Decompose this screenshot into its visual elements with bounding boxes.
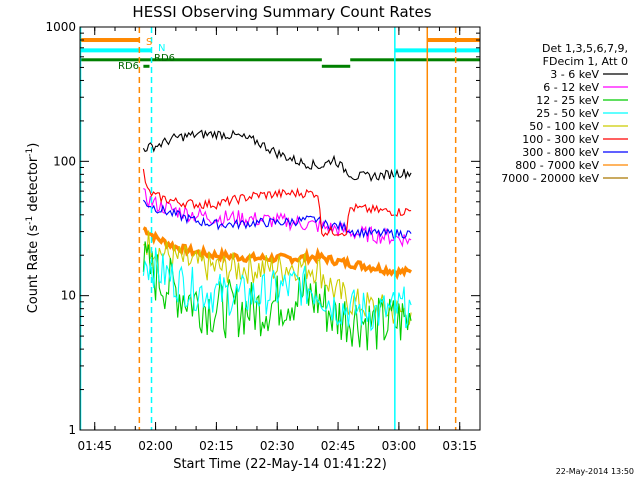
vertical-markers	[79, 27, 457, 430]
series-line	[142, 247, 412, 332]
y-tick-label: 1000	[45, 20, 76, 34]
y-tick-label: 10	[61, 289, 76, 303]
series-line	[142, 129, 412, 183]
legend-label: 6 - 12 keV	[543, 81, 599, 94]
chart-title: HESSI Observing Summary Count Rates	[132, 3, 431, 21]
y-axis-label: Count Rate (s-1 detector-1)	[25, 143, 41, 314]
legend: Det 1,3,5,6,7,9, FDecim 1, Att 0 3 - 6 k…	[501, 42, 628, 185]
series-group	[142, 129, 413, 351]
x-tick-label: 01:45	[77, 439, 112, 453]
x-tick-label: 03:15	[442, 439, 477, 453]
flag-bars	[80, 38, 480, 68]
flag-bar	[427, 38, 480, 43]
flag-bar	[350, 58, 480, 62]
x-tick-label: 02:15	[199, 439, 234, 453]
x-tick-label: 02:30	[260, 439, 295, 453]
legend-label: 7000 - 20000 keV	[501, 172, 599, 185]
flag-annotation: RD6	[154, 53, 175, 64]
series-line	[142, 168, 412, 238]
x-tick-label: 02:45	[321, 439, 356, 453]
y-tick-label: 100	[53, 154, 76, 168]
y-axis: 1 10 100 1000	[45, 20, 480, 437]
timestamp: 22-May-2014 13:50	[556, 467, 634, 476]
flag-bar	[80, 58, 322, 62]
y-tick-label: 1	[68, 423, 76, 437]
flag-annotation: S	[146, 37, 152, 48]
plot-frame	[79, 26, 481, 431]
legend-label: 3 - 6 keV	[550, 68, 599, 81]
legend-label: 50 - 100 keV	[529, 120, 599, 133]
flag-bar	[143, 64, 150, 68]
x-axis-label: Start Time (22-May-14 01:41:22)	[173, 457, 387, 472]
legend-label: 12 - 25 keV	[536, 94, 599, 107]
flag-bar	[394, 48, 480, 53]
x-tick-label: 03:00	[382, 439, 417, 453]
x-axis: 01:45 02:00 02:15 02:30 02:45 03:00 03:15	[77, 27, 481, 453]
flag-bar	[80, 38, 140, 43]
legend-label: 25 - 50 keV	[536, 107, 599, 120]
legend-header-1: Det 1,3,5,6,7,9,	[542, 42, 628, 55]
flag-bar	[80, 48, 152, 53]
flag-annotation: N	[158, 43, 165, 54]
x-tick-label: 02:00	[138, 439, 173, 453]
flag-bar	[321, 64, 351, 68]
legend-header-2: FDecim 1, Att 0	[543, 55, 628, 68]
series-line	[142, 199, 412, 239]
series-line	[142, 241, 412, 351]
legend-label: 800 - 7000 keV	[515, 159, 599, 172]
series-line	[143, 188, 412, 248]
legend-label: 300 - 800 keV	[522, 146, 599, 159]
legend-label: 100 - 300 keV	[522, 133, 599, 146]
series-line	[143, 230, 412, 327]
flag-annotation: RD6	[118, 61, 139, 72]
